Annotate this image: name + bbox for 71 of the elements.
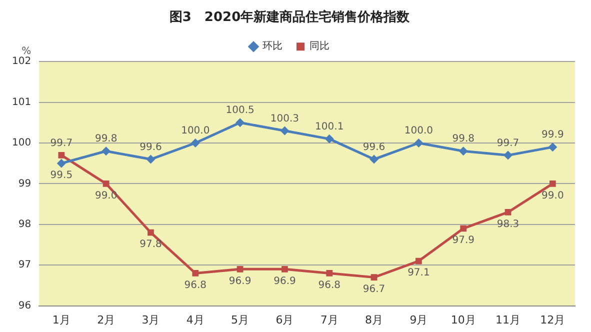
x-tick-label: 6月 xyxy=(276,313,294,326)
y-tick-label: 101 xyxy=(12,96,32,108)
x-tick-label: 3月 xyxy=(142,313,160,326)
point xyxy=(236,266,244,272)
data-label: 100.1 xyxy=(315,122,344,133)
point xyxy=(326,270,333,276)
point xyxy=(324,134,334,144)
x-tick-label: 2月 xyxy=(97,313,116,326)
point xyxy=(236,118,245,128)
point xyxy=(192,270,199,276)
point xyxy=(504,150,513,160)
data-label: 100.0 xyxy=(181,126,210,137)
data-label: 98.3 xyxy=(496,218,520,230)
data-label: 100.5 xyxy=(226,105,254,116)
chart-title: 图3 2020年新建商品住宅销售价格指数 xyxy=(169,9,411,26)
point xyxy=(148,229,154,236)
x-tick-label: 9月 xyxy=(410,313,428,326)
y-axis-title: % xyxy=(22,46,32,58)
data-label: 97.1 xyxy=(408,268,430,279)
data-label: 97.8 xyxy=(140,239,162,250)
data-label: 96.7 xyxy=(362,284,386,295)
point xyxy=(370,154,379,164)
point xyxy=(460,225,467,232)
y-tick-label: 100 xyxy=(12,138,32,149)
data-label: 96.9 xyxy=(228,276,252,287)
data-label: 96.9 xyxy=(274,276,296,287)
point xyxy=(58,152,65,158)
data-label: 100.0 xyxy=(404,126,434,137)
point xyxy=(549,180,556,187)
point xyxy=(414,138,424,148)
legend-label: 环比 xyxy=(262,40,282,52)
point xyxy=(102,146,111,156)
point xyxy=(458,146,468,156)
y-tick-label: 97 xyxy=(18,260,32,271)
data-label: 99.6 xyxy=(140,142,162,153)
y-tick-label: 102 xyxy=(12,56,32,68)
x-tick-label: 1月 xyxy=(52,313,70,326)
x-tick-label: 10月 xyxy=(450,313,476,326)
data-label: 100.3 xyxy=(270,113,300,124)
data-label: 97.9 xyxy=(452,235,474,246)
point xyxy=(190,138,200,148)
data-label: 99.9 xyxy=(542,130,564,141)
y-tick-label: 99 xyxy=(18,178,32,190)
point xyxy=(504,209,512,216)
y-tick-label: 96 xyxy=(18,300,32,312)
x-tick-label: 8月 xyxy=(365,313,384,326)
point xyxy=(146,154,156,164)
legend-label: 同比 xyxy=(310,40,330,52)
data-label: 96.8 xyxy=(184,280,207,291)
data-label: 99.0 xyxy=(542,190,564,202)
data-label: 99.8 xyxy=(94,134,118,145)
point xyxy=(56,158,66,168)
point xyxy=(416,258,422,264)
point xyxy=(282,266,288,272)
x-tick-label: 5月 xyxy=(231,313,250,326)
data-label: 99.8 xyxy=(452,134,474,145)
data-label: 96.8 xyxy=(318,280,341,291)
y-tick-label: 98 xyxy=(18,218,32,230)
data-label: 99.6 xyxy=(362,142,386,153)
data-label: 99.7 xyxy=(50,138,73,149)
data-label: 99.0 xyxy=(94,190,118,202)
data-label: 99.5 xyxy=(50,170,73,181)
x-tick-label: 12月 xyxy=(540,313,566,326)
data-label: 99.7 xyxy=(496,138,520,149)
point xyxy=(370,274,378,280)
point xyxy=(548,142,558,152)
x-tick-label: 7月 xyxy=(320,313,338,326)
point xyxy=(102,180,110,187)
x-tick-label: 4月 xyxy=(186,313,204,326)
point xyxy=(280,126,290,136)
x-tick-label: 11月 xyxy=(496,313,521,326)
